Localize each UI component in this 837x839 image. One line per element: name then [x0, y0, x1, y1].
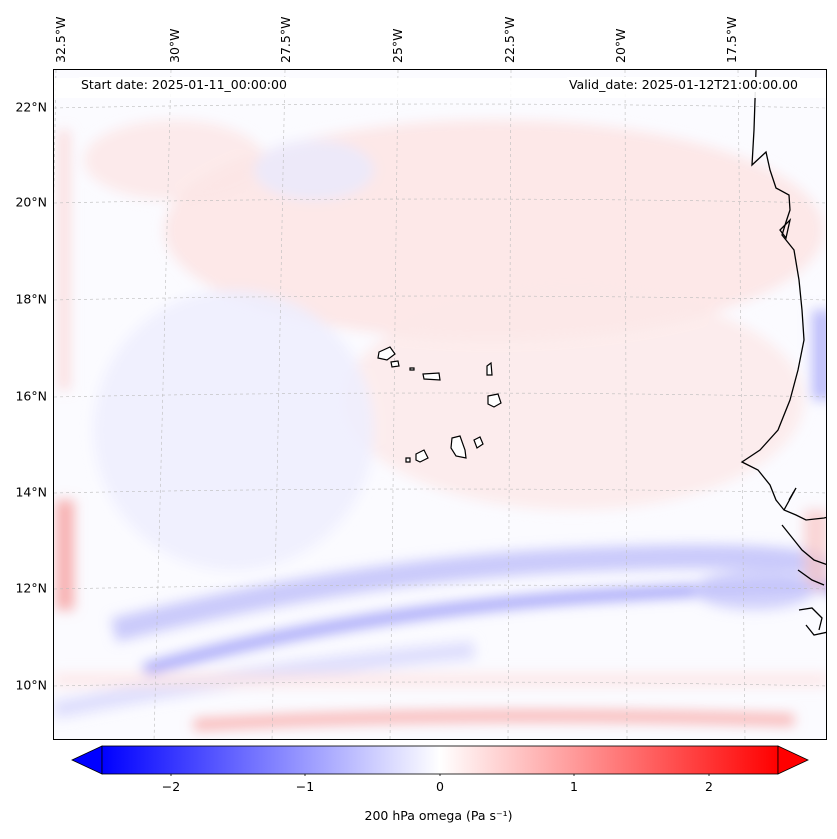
graticule — [54, 70, 826, 739]
lat-label-18n: 18°N — [15, 291, 47, 307]
cbar-tick-label-2: 2 — [705, 779, 713, 794]
island-santiago — [450, 435, 467, 459]
start-date-label: Start date: 2025-01-11_00:00:00 — [79, 77, 289, 92]
lon-label-30w: 30°W — [167, 28, 182, 63]
lon-label-25w: 25°W — [390, 28, 405, 63]
lat-label-12n: 12°N — [15, 580, 47, 596]
colorbar-ticks — [170, 774, 710, 776]
colorbar-gradient — [101, 745, 779, 775]
cape-verde-islands — [377, 346, 502, 463]
lat-label-22n: 22°N — [15, 99, 47, 115]
lat-label-14n: 14°N — [15, 484, 47, 500]
lat-label-20n: 20°N — [15, 194, 47, 210]
lat-label-10n: 10°N — [15, 677, 47, 693]
island-fogo — [415, 449, 429, 463]
omega-field — [54, 70, 826, 739]
lon-label-22-5w: 22.5°W — [502, 16, 517, 63]
island-boa-vista — [487, 393, 502, 408]
map-panel — [53, 69, 827, 740]
island-santo-antao — [377, 346, 396, 361]
island-sao-nicolau — [422, 372, 441, 381]
lon-label-27-5w: 27.5°W — [278, 16, 293, 63]
island-maio — [473, 436, 484, 449]
cbar-tick-label-0: 0 — [436, 779, 444, 794]
coastline — [740, 70, 826, 636]
lat-label-16n: 16°N — [15, 388, 47, 404]
colorbar — [71, 745, 809, 776]
lon-label-17-5w: 17.5°W — [724, 16, 739, 63]
cbar-tick-label-m1: −1 — [295, 779, 315, 794]
island-sal — [486, 361, 493, 376]
valid-date-label: Valid_date: 2025-01-12T21:00:00.00 — [566, 77, 800, 92]
cbar-tick-label-1: 1 — [570, 779, 578, 794]
colorbar-label: 200 hPa omega (Pa s⁻¹) — [364, 808, 513, 823]
island-sao-vicente — [390, 360, 400, 368]
lon-label-20w: 20°W — [613, 28, 628, 63]
lon-label-32-5w: 32.5°W — [53, 16, 68, 63]
cbar-tick-label-m2: −2 — [161, 779, 181, 794]
island-brava — [405, 457, 411, 463]
omega-shading — [54, 120, 826, 731]
colorbar-extend-high — [777, 745, 809, 775]
colorbar-extend-low — [71, 745, 103, 775]
